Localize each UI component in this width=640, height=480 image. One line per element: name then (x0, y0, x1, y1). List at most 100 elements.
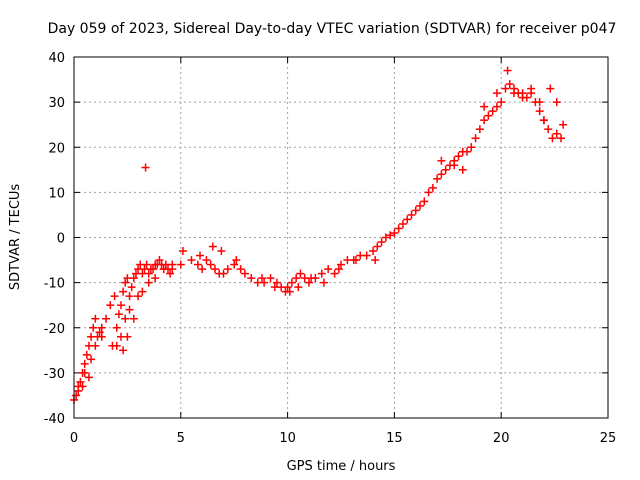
y-tick-label: 10 (48, 186, 65, 201)
data-point (369, 247, 378, 256)
data-point (450, 161, 459, 170)
data-point (398, 219, 407, 228)
data-point (232, 256, 241, 265)
data-point (480, 102, 489, 111)
data-point (304, 278, 313, 287)
data-point (287, 278, 296, 287)
data-point (129, 314, 138, 323)
data-point (87, 355, 96, 364)
data-point (141, 163, 150, 172)
data-point (168, 260, 177, 269)
data-point (458, 165, 467, 174)
plot-frame (73, 56, 609, 419)
data-point (559, 120, 568, 129)
data-point (193, 260, 202, 269)
data-point (176, 260, 185, 269)
data-point (285, 287, 294, 296)
data-point (149, 265, 158, 274)
chart-title: Day 059 of 2023, Sidereal Day-to-day VTE… (48, 21, 617, 37)
data-point (208, 242, 217, 251)
data-point (91, 341, 100, 350)
data-point (324, 265, 333, 274)
data-points (70, 66, 568, 404)
data-point (437, 156, 446, 165)
data-point (125, 305, 134, 314)
data-point (112, 323, 121, 332)
data-point (480, 116, 489, 125)
data-point (270, 283, 279, 292)
data-point (217, 247, 226, 256)
data-point (159, 265, 168, 274)
data-point (428, 183, 437, 192)
data-point (552, 98, 561, 107)
data-point (386, 231, 395, 240)
data-point (80, 368, 89, 377)
data-point (330, 269, 339, 278)
x-tick-label: 5 (177, 431, 185, 446)
data-point (292, 274, 301, 283)
data-point (407, 210, 416, 219)
data-point (84, 373, 93, 382)
data-point (230, 260, 239, 269)
data-point (471, 134, 480, 143)
data-point (119, 287, 128, 296)
data-point (116, 301, 125, 310)
data-point (144, 269, 153, 278)
data-point (210, 265, 219, 274)
y-tick-label: -20 (44, 322, 65, 337)
data-point (546, 84, 555, 93)
data-point (394, 224, 403, 233)
data-point (390, 228, 399, 237)
data-point (535, 98, 544, 107)
tick-layer: 0 5 10 15 20 25 -40 -30 -20 -10 0 10 20 30 40 (44, 51, 617, 446)
data-point (142, 260, 151, 269)
data-point (552, 129, 561, 138)
data-point (80, 359, 89, 368)
data-point (403, 215, 412, 224)
data-point (223, 265, 232, 274)
data-point (138, 287, 147, 296)
data-point (78, 382, 87, 391)
grid-layer (74, 57, 608, 418)
data-point (74, 386, 83, 395)
data-point (123, 332, 132, 341)
data-point (151, 274, 160, 283)
data-point (257, 274, 266, 283)
data-point (102, 314, 111, 323)
data-point (437, 170, 446, 179)
x-tick-label: 10 (279, 431, 296, 446)
data-point (166, 269, 175, 278)
data-point (144, 278, 153, 287)
x-tick-label: 0 (70, 431, 78, 446)
data-point (377, 238, 386, 247)
data-point (362, 251, 371, 260)
data-point (247, 274, 256, 283)
data-point (89, 323, 98, 332)
data-point (219, 269, 228, 278)
data-point (505, 80, 514, 89)
data-point (206, 260, 215, 269)
data-point (134, 292, 143, 301)
data-point (72, 391, 81, 400)
data-point (503, 66, 512, 75)
data-point (272, 278, 281, 287)
data-point (319, 278, 328, 287)
x-tick-label: 25 (600, 431, 617, 446)
data-point (97, 332, 106, 341)
data-point (114, 310, 123, 319)
data-point (510, 89, 519, 98)
data-point (260, 278, 269, 287)
data-point (416, 201, 425, 210)
data-point (544, 125, 553, 134)
data-point (334, 265, 343, 274)
data-point (424, 188, 433, 197)
data-point (82, 350, 91, 359)
data-point (236, 265, 245, 274)
data-point (518, 93, 527, 102)
data-point (373, 242, 382, 251)
data-point (548, 134, 557, 143)
y-tick-label: 0 (57, 232, 65, 247)
data-point (497, 98, 506, 107)
data-point (475, 125, 484, 134)
